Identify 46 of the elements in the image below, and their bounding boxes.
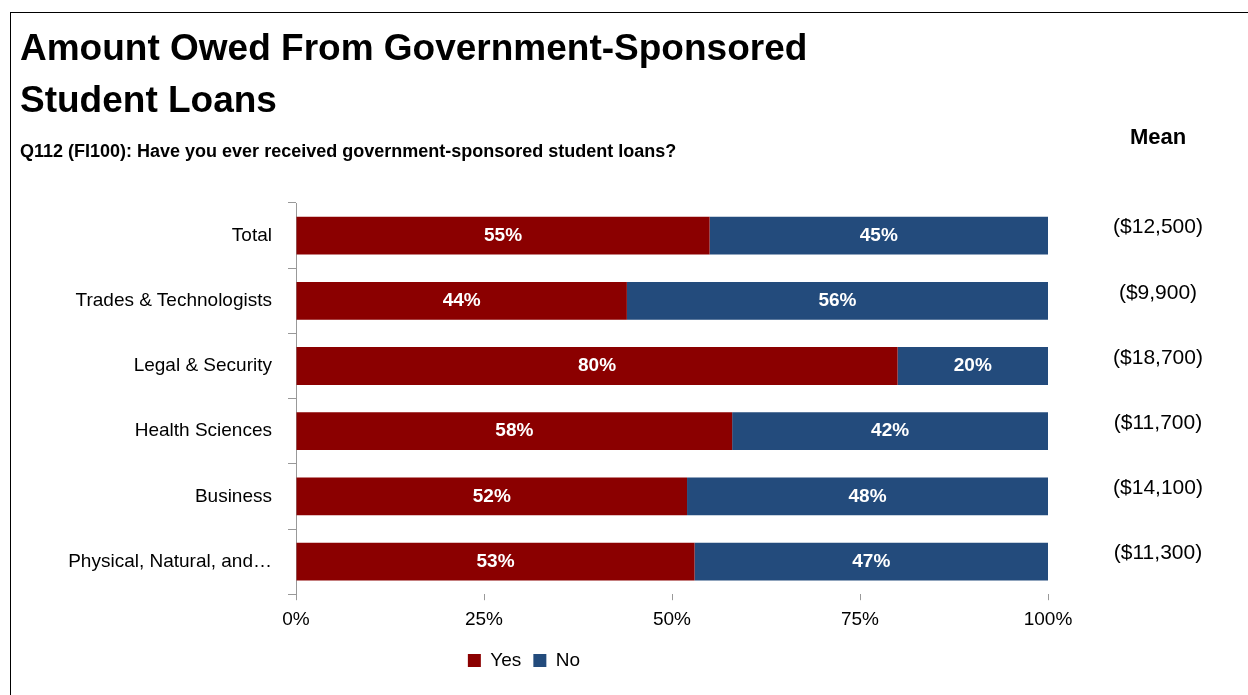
text: ($11,700) [1113,410,1203,433]
bar [897,347,1048,385]
bar [694,542,1048,581]
bar [709,216,1048,255]
bar [296,347,898,385]
bar [296,412,733,451]
data-label: 42% [871,419,910,441]
x-tick-label: 0% [282,607,310,629]
text: Mean [1129,124,1187,150]
x-tick-label: 50% [652,607,692,629]
y-tick-label: Physical, Natural, and… [68,549,272,571]
x-tick-label: 100% [1023,607,1073,629]
bar [296,542,695,581]
bar [296,216,710,255]
bar [626,281,1048,320]
chart-title: Amount Owed From Government-Sponsored Student Loans [20,26,809,122]
data-label: 45% [859,223,898,245]
text: ($12,500) [1113,214,1203,238]
x-tick-label: 75% [840,607,880,629]
bar [687,477,1048,516]
data-label: 53% [476,549,515,571]
data-label: 58% [495,419,534,441]
data-label: 48% [848,484,887,506]
data-label: 52% [472,484,511,506]
data-label: 44% [442,289,481,311]
text: ($18,700) [1113,344,1203,368]
chart-subtitle: Q112 (FI100): Have you ever received government-sponsored student loans? [20,141,677,162]
data-label: 47% [852,549,891,571]
bar [296,477,688,516]
y-tick-label: Total [231,223,272,245]
legend-label: No [555,648,581,670]
text: ($9,900) [1118,279,1198,303]
y-tick-label: Business [194,484,272,506]
data-label: 56% [818,289,857,311]
data-label: 80% [578,354,617,376]
y-tick-label: Trades & Technologists [75,289,272,311]
data-label: 20% [953,354,992,376]
data-label: 55% [484,223,523,245]
x-tick-label: 25% [464,607,504,629]
text: ($11,300) [1113,540,1203,564]
bar [732,412,1048,451]
legend-label: Yes [490,648,522,670]
y-tick-label: Legal & Security [133,354,273,376]
bar [296,281,627,320]
y-tick-label: Health Sciences [134,419,272,441]
text: ($14,100) [1113,475,1203,499]
